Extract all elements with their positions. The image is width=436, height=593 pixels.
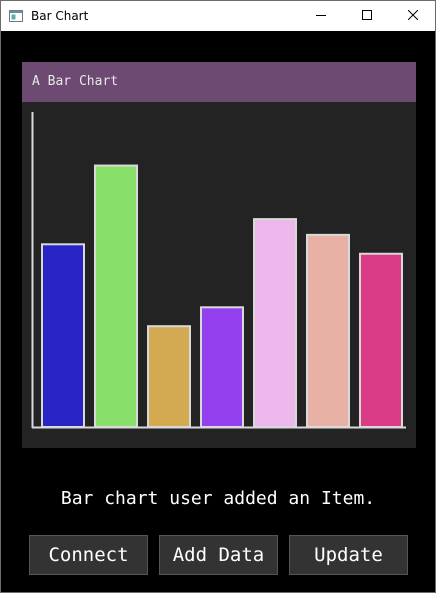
- minimize-icon: [316, 9, 326, 23]
- maximize-button[interactable]: [344, 1, 390, 31]
- title-bar[interactable]: Bar Chart: [1, 1, 435, 31]
- bars-group: [41, 164, 403, 429]
- maximize-icon: [362, 9, 372, 23]
- bar-3: [147, 325, 191, 428]
- bar-7: [359, 252, 403, 428]
- bar-5: [253, 218, 297, 428]
- update-button[interactable]: Update: [289, 535, 408, 575]
- chart-header: A Bar Chart: [22, 62, 416, 102]
- bar-6: [306, 233, 350, 428]
- chart-title: A Bar Chart: [32, 74, 119, 89]
- minimize-button[interactable]: [298, 1, 344, 31]
- window-title: Bar Chart: [31, 9, 89, 23]
- bar-chart: [31, 112, 406, 429]
- close-button[interactable]: [390, 1, 436, 31]
- chart-panel: A Bar Chart: [22, 62, 416, 448]
- bar-4: [200, 306, 244, 428]
- bar-1: [41, 243, 85, 428]
- status-message: Bar chart user added an Item.: [60, 488, 376, 509]
- bar-2: [94, 164, 138, 429]
- app-window-icon: [9, 9, 23, 23]
- add-data-button[interactable]: Add Data: [159, 535, 278, 575]
- connect-button[interactable]: Connect: [29, 535, 148, 575]
- close-icon: [407, 9, 419, 23]
